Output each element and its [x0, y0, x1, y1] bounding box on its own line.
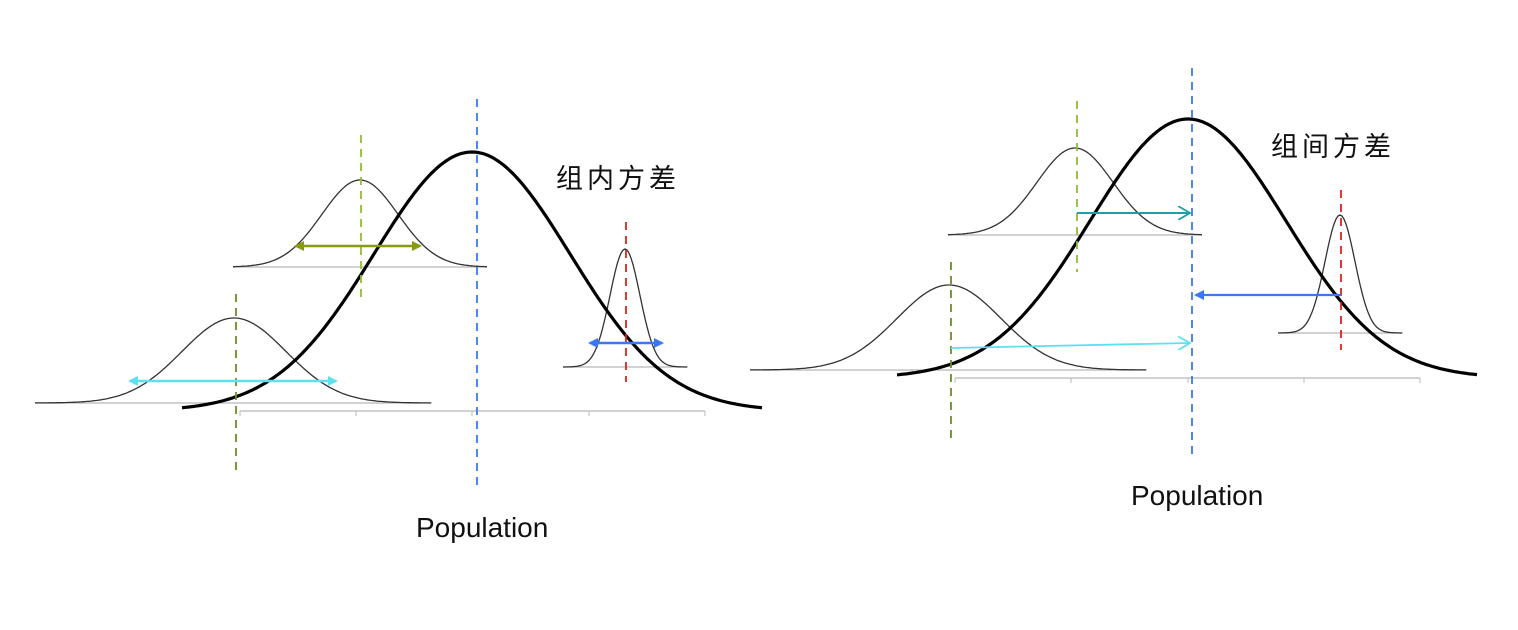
panel-between-group: 组间方差 Population [750, 68, 1478, 511]
group2-distribution [232, 179, 488, 268]
group1-to-population-arrow [950, 343, 1190, 348]
panel-title-within: 组内方差 [556, 164, 680, 195]
group1-distribution [35, 317, 432, 404]
panel-within-group: 组内方差 Population [35, 99, 763, 543]
population-caption-left: Population [416, 512, 548, 543]
population-axis [239, 410, 706, 416]
population-curve [896, 117, 1478, 377]
population-axis [954, 377, 1421, 383]
group2-distribution [947, 147, 1203, 236]
panel-title-between: 组间方差 [1271, 132, 1395, 163]
population-caption-right: Population [1131, 480, 1263, 511]
group1-distribution [750, 284, 1147, 371]
population-curve [181, 150, 763, 410]
